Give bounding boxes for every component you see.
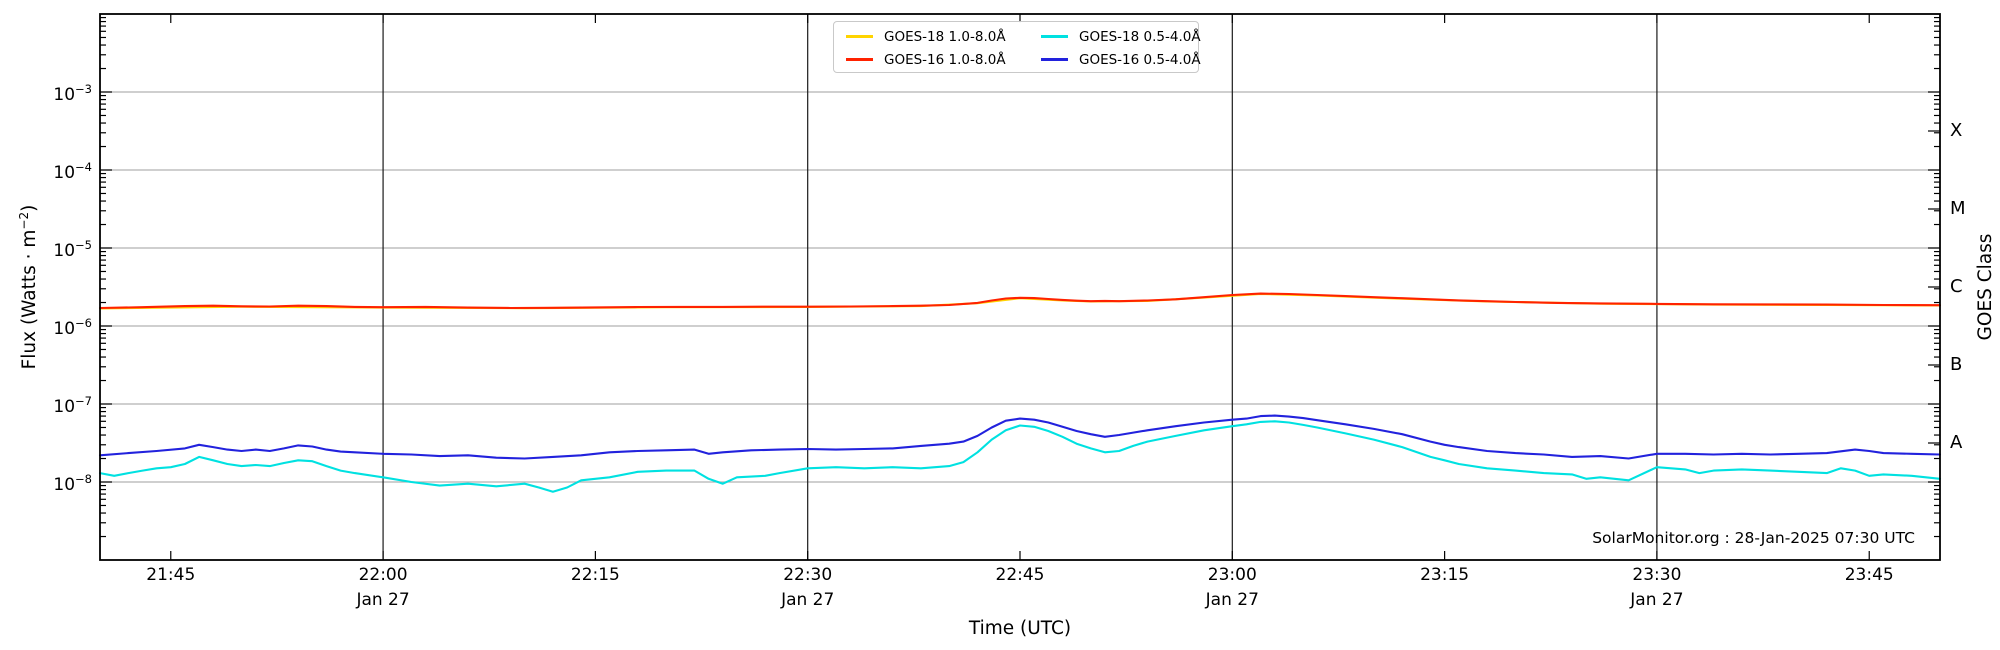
y-axis-title-close: ) [19, 204, 41, 212]
x-tick-label: 23:45 [1844, 565, 1894, 585]
x-tick-label: 22:30 [783, 565, 833, 585]
legend-label: GOES-18 1.0-8.0Å [884, 29, 1006, 45]
legend-line-swatch [846, 58, 873, 61]
series-goes16-long [98, 292, 1942, 310]
x-tick-label: 23:15 [1420, 565, 1470, 585]
y-tick-label: 10−8 [53, 472, 92, 495]
goes-class-label: X [1950, 120, 1963, 141]
legend-label: GOES-16 1.0-8.0Å [884, 52, 1006, 68]
y-axis-title-text: Flux (Watts · m [19, 229, 41, 370]
y-tick-label: 10−5 [53, 238, 92, 261]
x-tick-label: 22:45 [995, 565, 1045, 585]
legend-line-swatch [1041, 58, 1068, 61]
x-tick-label: 23:00 [1207, 565, 1257, 585]
y-tick-label: 10−3 [53, 82, 92, 105]
series-goes18-short [98, 420, 1942, 493]
x-tick-label: 22:15 [570, 565, 620, 585]
x-date-label: Jan 27 [781, 590, 835, 610]
x-date-label: Jan 27 [356, 590, 410, 610]
goes-class-label: M [1950, 198, 1966, 219]
goes-class-label: B [1950, 354, 1963, 375]
x-tick-label: 21:45 [146, 565, 196, 585]
legend-line-swatch [846, 35, 873, 38]
x-tick-label: 23:30 [1632, 565, 1682, 585]
y-tick-label: 10−7 [53, 394, 92, 417]
legend-label: GOES-18 0.5-4.0Å [1079, 29, 1201, 45]
x-date-label: Jan 27 [1205, 590, 1259, 610]
x-date-label: Jan 27 [1630, 590, 1684, 610]
y-tick-label: 10−4 [53, 160, 92, 183]
legend-line-swatch [1041, 35, 1068, 38]
series-goes16-short [98, 414, 1942, 460]
legend: GOES-18 1.0-8.0Å GOES-16 1.0-8.0Å GOES-18 … [833, 21, 1201, 73]
source-annotation: SolarMonitor.org : 28-Jan-2025 07:30 UTC [1592, 529, 1915, 547]
goes-class-label: A [1950, 432, 1963, 453]
x-axis-title: Time (UTC) [968, 618, 1072, 639]
y-axis-title-exponent: −2 [17, 211, 31, 230]
goes-class-label: C [1950, 276, 1963, 297]
axes-spines [99, 13, 1941, 561]
right-axis-title: GOES Class [1975, 233, 1996, 341]
x-tick-label: 22:00 [358, 565, 408, 585]
legend-label: GOES-16 0.5-4.0Å [1079, 52, 1201, 68]
y-axis-title: Flux (Watts · m−2) [17, 137, 41, 437]
y-tick-label: 10−6 [53, 316, 92, 339]
